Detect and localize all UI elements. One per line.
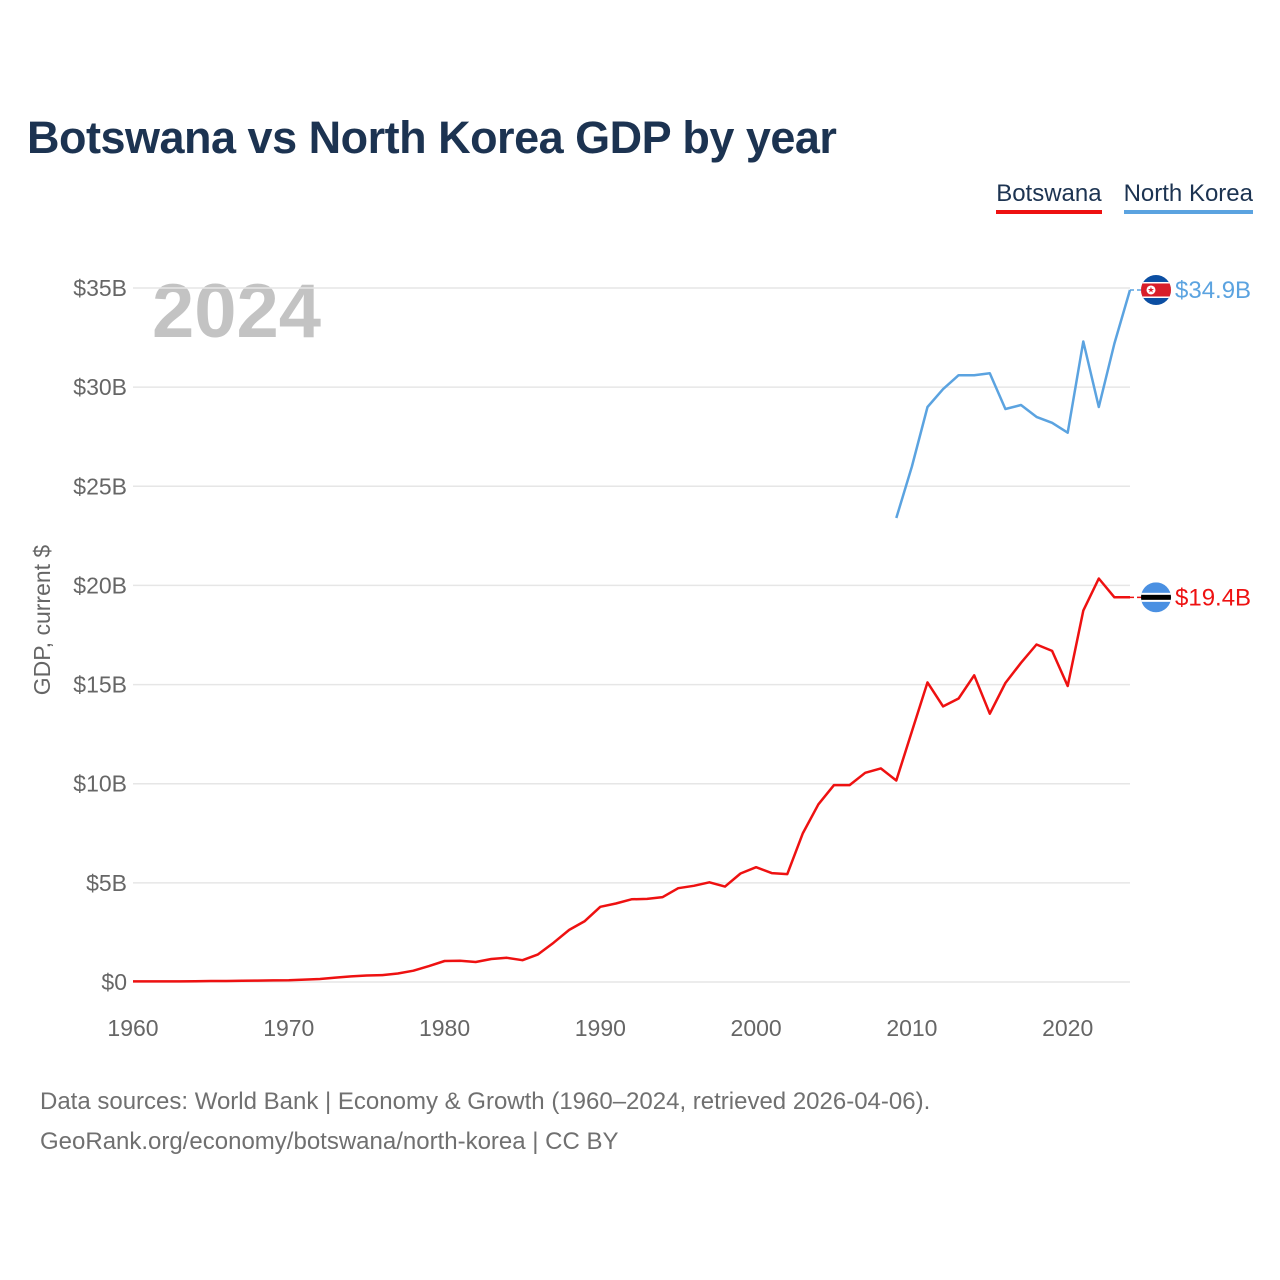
legend: Botswana North Korea (996, 180, 1253, 214)
chart-title: Botswana vs North Korea GDP by year (27, 112, 837, 163)
botswana-flag-icon (1141, 582, 1171, 613)
north-korea-end-value: $34.9B (1175, 277, 1251, 304)
north-korea-end-marker: ★ $34.9B (1130, 274, 1251, 305)
data-sources-text: Data sources: World Bank | Economy & Gro… (40, 1088, 931, 1115)
grid-lines (133, 287, 1130, 983)
x-tick-label: 1970 (263, 1015, 314, 1041)
y-axis-ticks: $0 $5B $10B $15B $20B $25B $30B $35B (73, 275, 127, 995)
botswana-end-value: $19.4B (1175, 584, 1251, 611)
x-tick-label: 2010 (886, 1015, 937, 1041)
y-tick-label: $25B (73, 473, 127, 499)
svg-text:★: ★ (1147, 285, 1154, 294)
y-tick-label: $5B (86, 870, 127, 896)
footer: Data sources: World Bank | Economy & Gro… (40, 1082, 930, 1162)
botswana-line (133, 577, 1130, 983)
x-axis-ticks: 1960 1970 1980 1990 2000 2010 2020 (107, 1015, 1093, 1041)
y-tick-label: $10B (73, 771, 127, 797)
y-tick-label: $0 (101, 969, 127, 995)
north-korea-flag-icon: ★ (1141, 274, 1171, 305)
legend-item-botswana[interactable]: Botswana (996, 180, 1102, 214)
series-lines (133, 289, 1132, 983)
y-tick-label: $30B (73, 374, 127, 400)
x-tick-label: 1980 (419, 1015, 470, 1041)
north-korea-line (895, 289, 1132, 519)
source-link[interactable]: GeoRank.org/economy/botswana/north-korea… (40, 1128, 619, 1155)
y-tick-label: $20B (73, 572, 127, 598)
x-tick-label: 2020 (1042, 1015, 1093, 1041)
x-tick-label: 1990 (575, 1015, 626, 1041)
year-overlay: 2024 (152, 269, 322, 354)
y-tick-label: $15B (73, 672, 127, 698)
y-tick-label: $35B (73, 275, 127, 301)
y-axis-label: GDP, current $ (29, 545, 55, 696)
legend-item-north-korea[interactable]: North Korea (1123, 180, 1253, 214)
botswana-end-marker: $19.4B (1130, 582, 1251, 613)
x-tick-label: 2000 (731, 1015, 782, 1041)
x-tick-label: 1960 (107, 1015, 158, 1041)
